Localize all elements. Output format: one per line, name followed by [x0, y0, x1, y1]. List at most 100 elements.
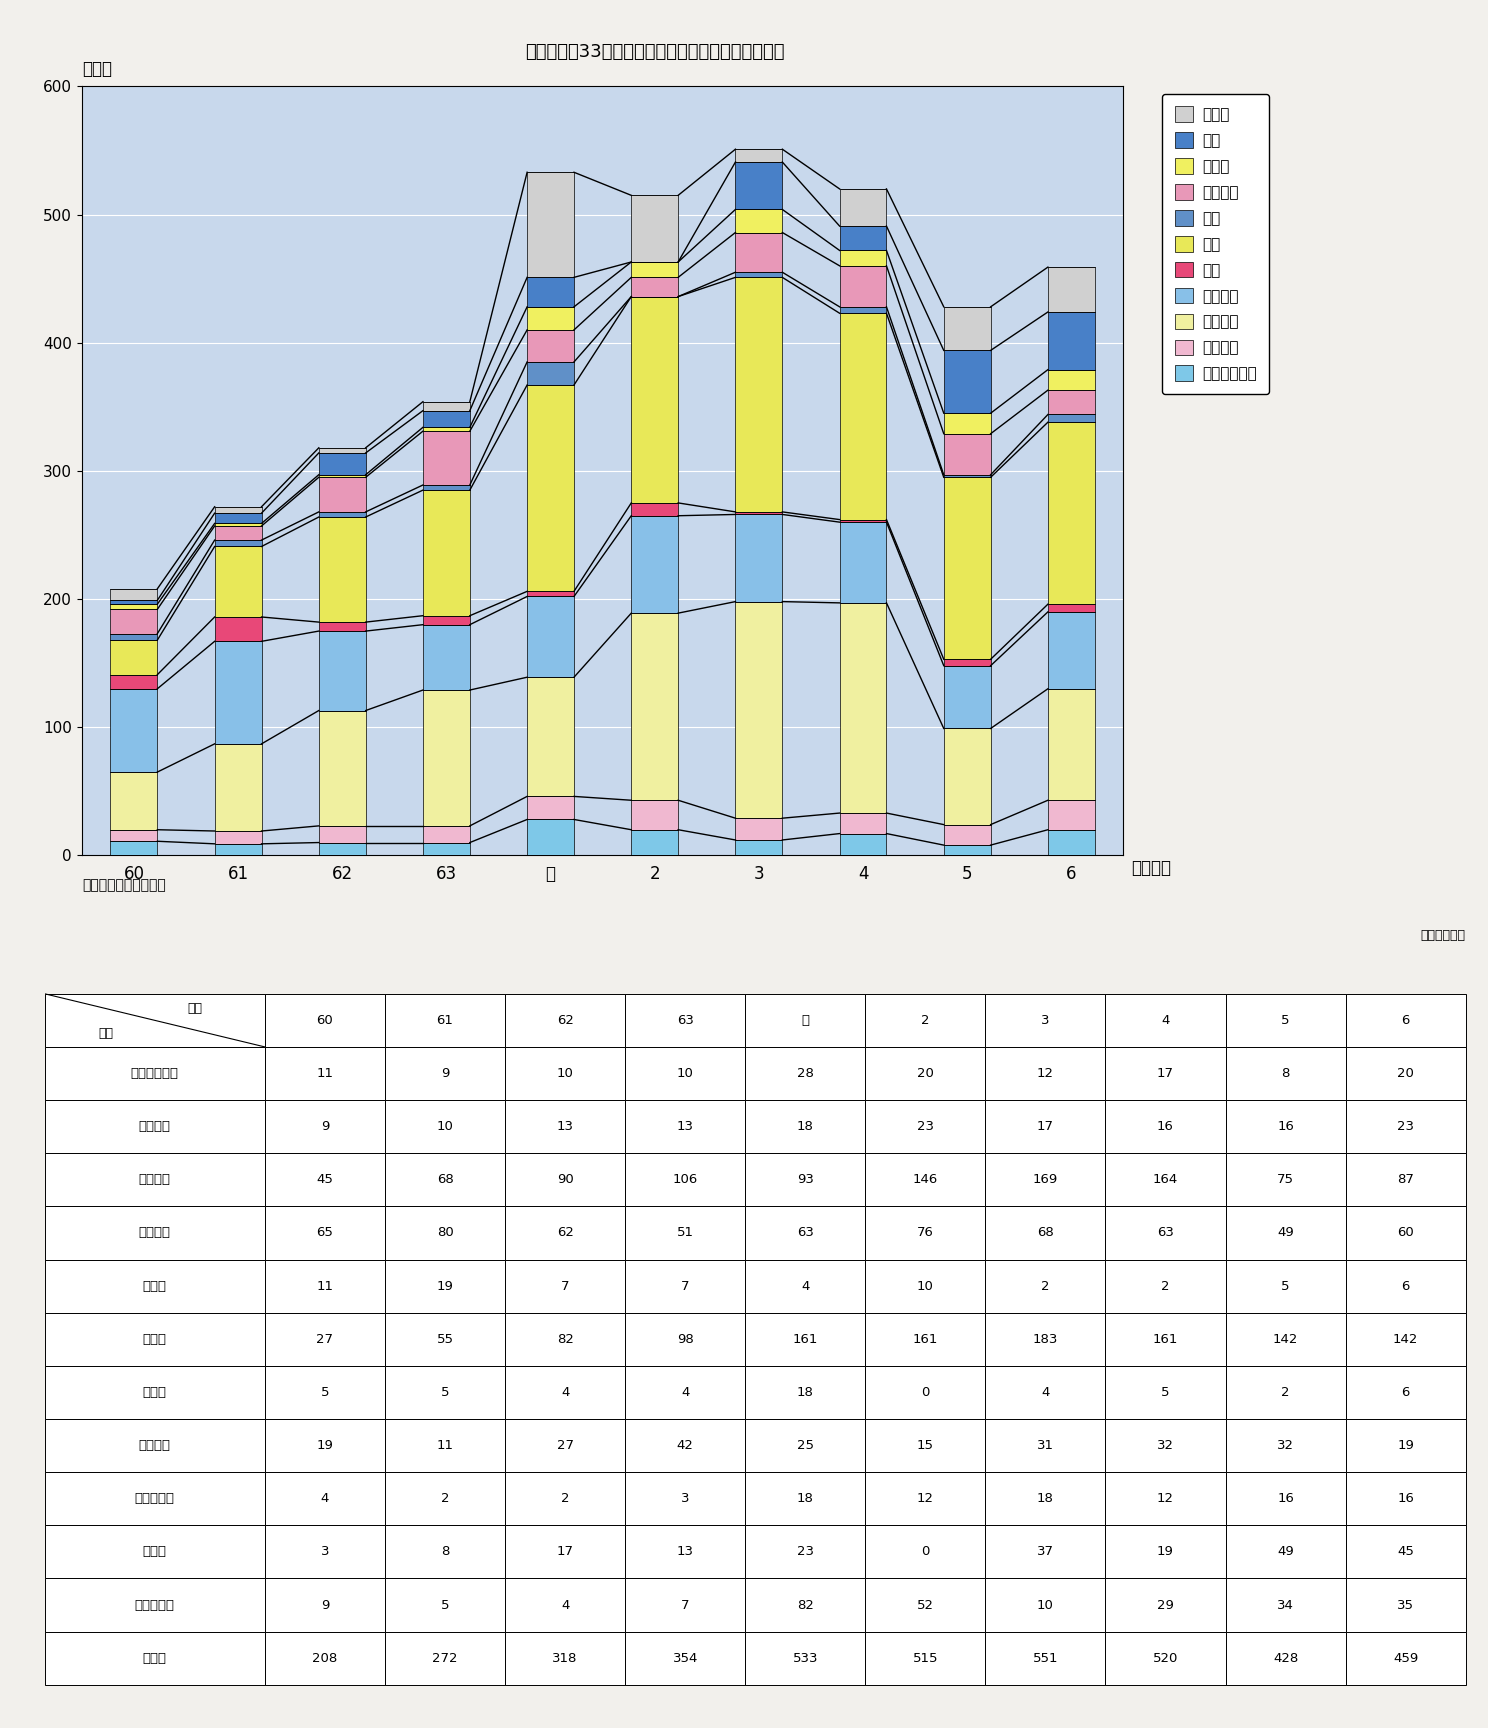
Text: 2: 2: [921, 1014, 930, 1026]
Bar: [214, 513, 262, 524]
Bar: [1106, 1472, 1226, 1526]
Text: 106: 106: [673, 1173, 698, 1187]
Text: 警　察: 警 察: [143, 1280, 167, 1293]
Bar: [735, 149, 783, 162]
Bar: [1048, 612, 1095, 689]
Text: 10: 10: [917, 1280, 934, 1293]
Text: 16: 16: [1397, 1493, 1414, 1505]
Bar: [1048, 829, 1095, 855]
Bar: [1048, 313, 1095, 370]
Text: 防災行政: 防災行政: [138, 1439, 171, 1452]
Bar: [625, 1631, 745, 1685]
Bar: [45, 994, 265, 1047]
Bar: [625, 1260, 745, 1313]
Bar: [423, 486, 470, 491]
Bar: [745, 1260, 866, 1313]
Text: 9: 9: [321, 1598, 329, 1612]
Text: （件）: （件）: [82, 60, 112, 78]
Text: 3: 3: [682, 1493, 689, 1505]
Bar: [745, 1578, 866, 1631]
Text: 放送業務: 放送業務: [138, 1120, 171, 1134]
Bar: [625, 1472, 745, 1526]
Bar: [866, 1313, 985, 1365]
Bar: [214, 843, 262, 855]
Text: 515: 515: [912, 1652, 937, 1664]
Bar: [631, 613, 679, 800]
Bar: [265, 1206, 385, 1260]
Bar: [625, 1365, 745, 1419]
Text: 4: 4: [1161, 1014, 1170, 1026]
Bar: [1106, 1526, 1226, 1578]
Text: 272: 272: [433, 1652, 458, 1664]
Bar: [1345, 1419, 1466, 1472]
Bar: [866, 1260, 985, 1313]
Bar: [423, 491, 470, 615]
Bar: [265, 1526, 385, 1578]
Bar: [318, 475, 366, 477]
Bar: [265, 1472, 385, 1526]
Bar: [214, 743, 262, 831]
Bar: [985, 1206, 1106, 1260]
Text: 208: 208: [312, 1652, 338, 1664]
Bar: [385, 1260, 504, 1313]
Text: 16: 16: [1158, 1120, 1174, 1134]
Text: 7: 7: [682, 1598, 689, 1612]
Bar: [866, 1101, 985, 1153]
Text: 18: 18: [796, 1120, 814, 1134]
Bar: [385, 1472, 504, 1526]
Text: 10: 10: [436, 1120, 454, 1134]
Bar: [631, 829, 679, 855]
Bar: [504, 1472, 625, 1526]
Bar: [527, 591, 574, 596]
Bar: [423, 626, 470, 689]
Bar: [1106, 1578, 1226, 1631]
Bar: [625, 1047, 745, 1101]
Bar: [45, 1365, 265, 1419]
Text: 27: 27: [317, 1332, 333, 1346]
Text: 0: 0: [921, 1386, 930, 1400]
Bar: [45, 1206, 265, 1260]
Bar: [839, 266, 887, 308]
Bar: [110, 605, 158, 610]
Text: 用途: 用途: [98, 1026, 113, 1040]
Bar: [1226, 1419, 1345, 1472]
Bar: [985, 1047, 1106, 1101]
Bar: [423, 689, 470, 826]
Bar: [1345, 1526, 1466, 1578]
Bar: [45, 1526, 265, 1578]
Bar: [735, 511, 783, 515]
Bar: [735, 278, 783, 511]
Bar: [631, 195, 679, 263]
Bar: [1345, 1472, 1466, 1526]
Text: 15: 15: [917, 1439, 934, 1452]
Bar: [504, 1047, 625, 1101]
Bar: [1226, 1313, 1345, 1365]
Bar: [625, 1578, 745, 1631]
Text: 37: 37: [1037, 1545, 1054, 1559]
Bar: [985, 1101, 1106, 1153]
Text: 63: 63: [1158, 1227, 1174, 1239]
Bar: [943, 660, 991, 665]
Bar: [735, 601, 783, 817]
Text: 90: 90: [557, 1173, 573, 1187]
Text: 45: 45: [317, 1173, 333, 1187]
Text: 20: 20: [1397, 1066, 1414, 1080]
Bar: [735, 273, 783, 278]
Bar: [318, 477, 366, 511]
Text: 5: 5: [1281, 1280, 1290, 1293]
Bar: [1106, 1313, 1226, 1365]
Bar: [866, 1365, 985, 1419]
Bar: [504, 1578, 625, 1631]
Bar: [504, 1631, 625, 1685]
Text: 169: 169: [1033, 1173, 1058, 1187]
Text: 23: 23: [1397, 1120, 1414, 1134]
Bar: [985, 1526, 1106, 1578]
Text: 5: 5: [321, 1386, 329, 1400]
Bar: [110, 689, 158, 772]
Bar: [985, 994, 1106, 1047]
Bar: [214, 525, 262, 541]
Text: 146: 146: [912, 1173, 937, 1187]
Bar: [943, 477, 991, 660]
Text: 80: 80: [436, 1227, 454, 1239]
Text: 68: 68: [436, 1173, 454, 1187]
